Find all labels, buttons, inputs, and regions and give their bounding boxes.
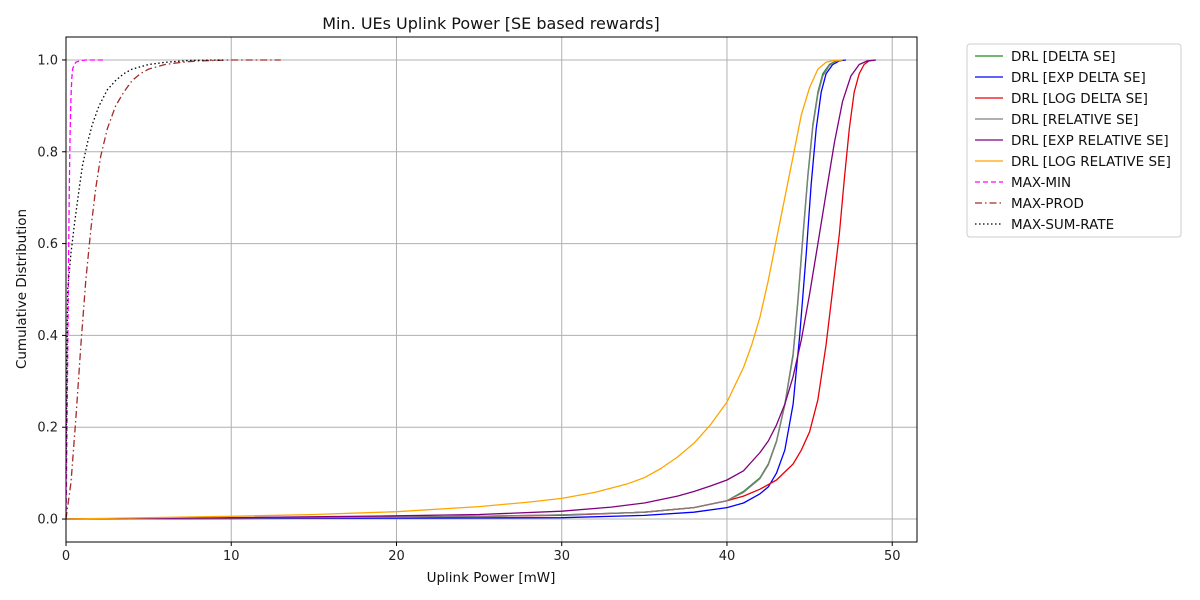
- y-tick-label: 0.6: [37, 237, 58, 252]
- series-line-drl-delta-se: [65, 59, 843, 520]
- series-line-drl-relative-se: [65, 59, 843, 520]
- legend-label: DRL [DELTA SE]: [1011, 49, 1116, 65]
- x-tick-label: 40: [719, 549, 736, 564]
- y-tick-label: 0.2: [37, 421, 58, 436]
- series-line-max-sum-rate: [65, 59, 224, 474]
- legend-label: DRL [RELATIVE SE]: [1011, 112, 1138, 128]
- y-axis-ticks: 0.0 0.2 0.4 0.6 0.8 1.0: [37, 53, 66, 528]
- series-lines: [65, 59, 876, 520]
- y-tick-label: 0.8: [37, 145, 58, 160]
- legend-box: [966, 43, 1182, 238]
- y-tick-label: 0.0: [37, 513, 58, 528]
- legend-label: DRL [EXP DELTA SE]: [1011, 70, 1146, 86]
- x-axis-ticks: 0 10 20 30 40 50: [62, 542, 901, 564]
- series-line-drl-log-delta-se: [65, 59, 876, 520]
- series-line-drl-exp-relative-se: [65, 59, 876, 520]
- legend-label: MAX-SUM-RATE: [1011, 217, 1114, 233]
- plot-frame: [65, 36, 918, 543]
- legend-label: DRL [LOG DELTA SE]: [1011, 91, 1148, 107]
- y-axis-title: Cumulative Distribution: [14, 209, 30, 369]
- series-line-max-prod: [65, 59, 281, 520]
- legend-label: DRL [LOG RELATIVE SE]: [1011, 154, 1171, 170]
- x-tick-label: 20: [388, 549, 405, 564]
- legend-label: MAX-MIN: [1011, 175, 1071, 191]
- chart-title: Min. UEs Uplink Power [SE based rewards]: [322, 14, 659, 33]
- x-tick-label: 30: [553, 549, 570, 564]
- y-tick-label: 0.4: [37, 329, 58, 344]
- y-tick-label: 1.0: [37, 53, 58, 68]
- x-tick-label: 0: [62, 549, 70, 564]
- legend-label: DRL [EXP RELATIVE SE]: [1011, 133, 1169, 149]
- series-line-max-min: [65, 59, 104, 520]
- grid-lines: [65, 37, 917, 542]
- legend: DRL [DELTA SE] DRL [EXP DELTA SE] DRL [LOG…: [966, 43, 1182, 238]
- legend-label: MAX-PROD: [1011, 196, 1084, 212]
- x-axis-title: Uplink Power [mW]: [427, 570, 556, 586]
- x-tick-label: 10: [223, 549, 240, 564]
- x-tick-label: 50: [884, 549, 901, 564]
- series-line-drl-exp-delta-se: [65, 59, 846, 520]
- series-line-drl-log-relative-se: [65, 59, 843, 520]
